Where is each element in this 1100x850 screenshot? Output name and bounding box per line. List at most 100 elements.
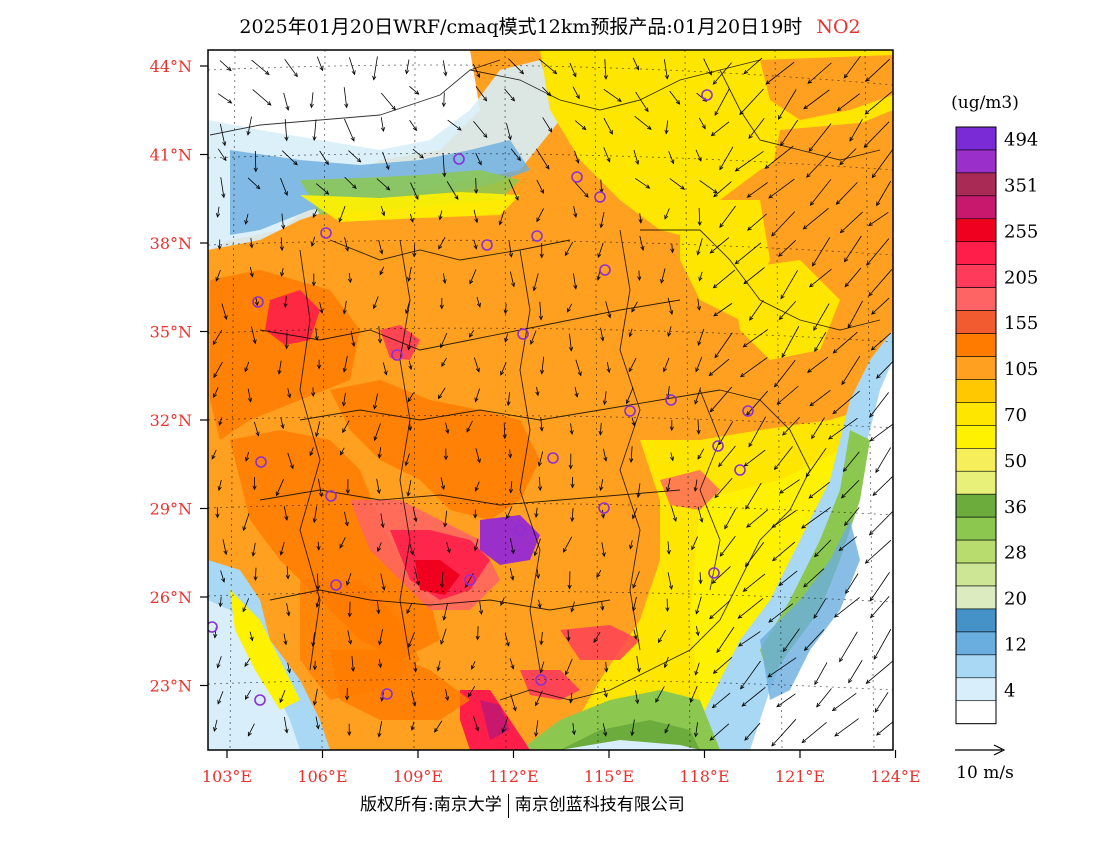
legend-swatch (955, 195, 997, 220)
wind-arrow (218, 596, 223, 608)
wind-arrow (539, 242, 544, 259)
wind-arrow (714, 332, 733, 359)
wind-arrow (814, 539, 832, 558)
wind-arrow (603, 147, 611, 163)
legend-label: 28 (1004, 543, 1027, 564)
wind-arrow (748, 416, 767, 448)
wind-arrow (443, 510, 448, 528)
wind-arrow (437, 387, 446, 400)
wind-arrow (637, 270, 642, 282)
latitude-axis: 44°N 41°N 38°N 35°N 32°N 29°N 26°N 23°N (150, 57, 208, 696)
wind-arrow (500, 362, 507, 376)
wind-arrow (778, 570, 798, 586)
wind-arrow (508, 481, 514, 494)
wind-arrow (377, 326, 383, 344)
wind-arrow (509, 568, 515, 581)
wind-arrow (742, 329, 769, 348)
city-marker (381, 688, 393, 700)
wind-arrow (874, 692, 889, 713)
lon-label: 118°E (679, 767, 729, 786)
wind-arrow (655, 686, 665, 703)
wind-arrow (669, 178, 686, 190)
wind-arrow (871, 148, 893, 179)
legend-swatch (955, 172, 997, 197)
wind-arrow (708, 358, 730, 377)
wind-arrow (378, 629, 383, 646)
wind-arrow (699, 180, 718, 194)
wind-arrow (438, 236, 446, 250)
wind-arrow (343, 87, 349, 109)
wind-arrow (772, 541, 796, 562)
legend-label: 494 (1004, 130, 1038, 151)
wind-arrow (630, 719, 635, 737)
wind-arrow (473, 63, 481, 79)
wind-arrow (536, 148, 550, 170)
wind-arrow (696, 298, 701, 311)
wind-arrow (863, 121, 890, 148)
wind-arrow (475, 626, 480, 641)
wind-arrow (338, 205, 346, 223)
wind-arrow (868, 510, 893, 536)
wind-arrow (567, 571, 572, 590)
wind-arrow (537, 476, 543, 492)
wind-arrow (373, 393, 379, 410)
wind-arrow (805, 447, 827, 478)
wind-arrow (471, 661, 476, 670)
wind-arrow (344, 511, 349, 527)
city-marker (742, 405, 754, 417)
wind-arrow (283, 506, 289, 521)
wind-arrow (669, 452, 675, 462)
legend-swatch (955, 516, 997, 541)
legend-swatch (955, 608, 997, 633)
wind-arrow (410, 721, 415, 731)
wind-arrow (832, 331, 858, 354)
lat-label: 26°N (150, 588, 192, 607)
wind-arrow (466, 420, 473, 433)
wind-arrow (632, 57, 640, 71)
lat-label: 41°N (150, 146, 192, 165)
wind-arrow (869, 572, 890, 602)
wind-arrow (695, 149, 702, 162)
wind-arrow (625, 387, 634, 405)
city-marker (255, 456, 267, 468)
wind-arrow (539, 661, 545, 674)
wind-arrow (734, 242, 762, 265)
wind-arrow (635, 91, 649, 113)
wind-arrow (414, 568, 420, 586)
legend-swatch (955, 425, 997, 449)
wind-arrow (318, 478, 324, 498)
wind-arrow (380, 92, 396, 111)
legend-swatch (955, 493, 997, 518)
wind-arrow (502, 422, 507, 440)
wind-arrow (442, 153, 447, 178)
wind-arrow (737, 597, 764, 619)
wind-arrow (870, 332, 892, 351)
wind-arrow (575, 359, 582, 377)
wind-arrow (442, 60, 448, 77)
wind-arrow (249, 631, 254, 642)
wind-arrow (252, 89, 272, 106)
wind-arrow (346, 572, 352, 586)
wind-arrow (407, 632, 415, 648)
wind-arrow (807, 356, 829, 373)
wind-arrow (868, 211, 889, 227)
city-marker (517, 328, 529, 340)
wind-arrow (714, 88, 730, 117)
wind-arrow (251, 542, 256, 557)
wind-arrow (284, 59, 298, 78)
wind-arrow (694, 662, 700, 676)
wind-arrow (476, 297, 481, 308)
wind-arrow (407, 421, 413, 432)
wind-arrow (344, 237, 350, 252)
wind-arrow (600, 509, 606, 519)
wind-arrow (440, 332, 448, 349)
wind-arrow (834, 718, 859, 737)
wind-arrow (510, 693, 517, 712)
wind-arrow (599, 211, 605, 229)
wind-arrow (537, 451, 544, 467)
city-marker (734, 464, 746, 476)
wind-arrow (693, 479, 698, 493)
wind-arrow (568, 693, 574, 704)
wind-arrow (409, 542, 415, 556)
